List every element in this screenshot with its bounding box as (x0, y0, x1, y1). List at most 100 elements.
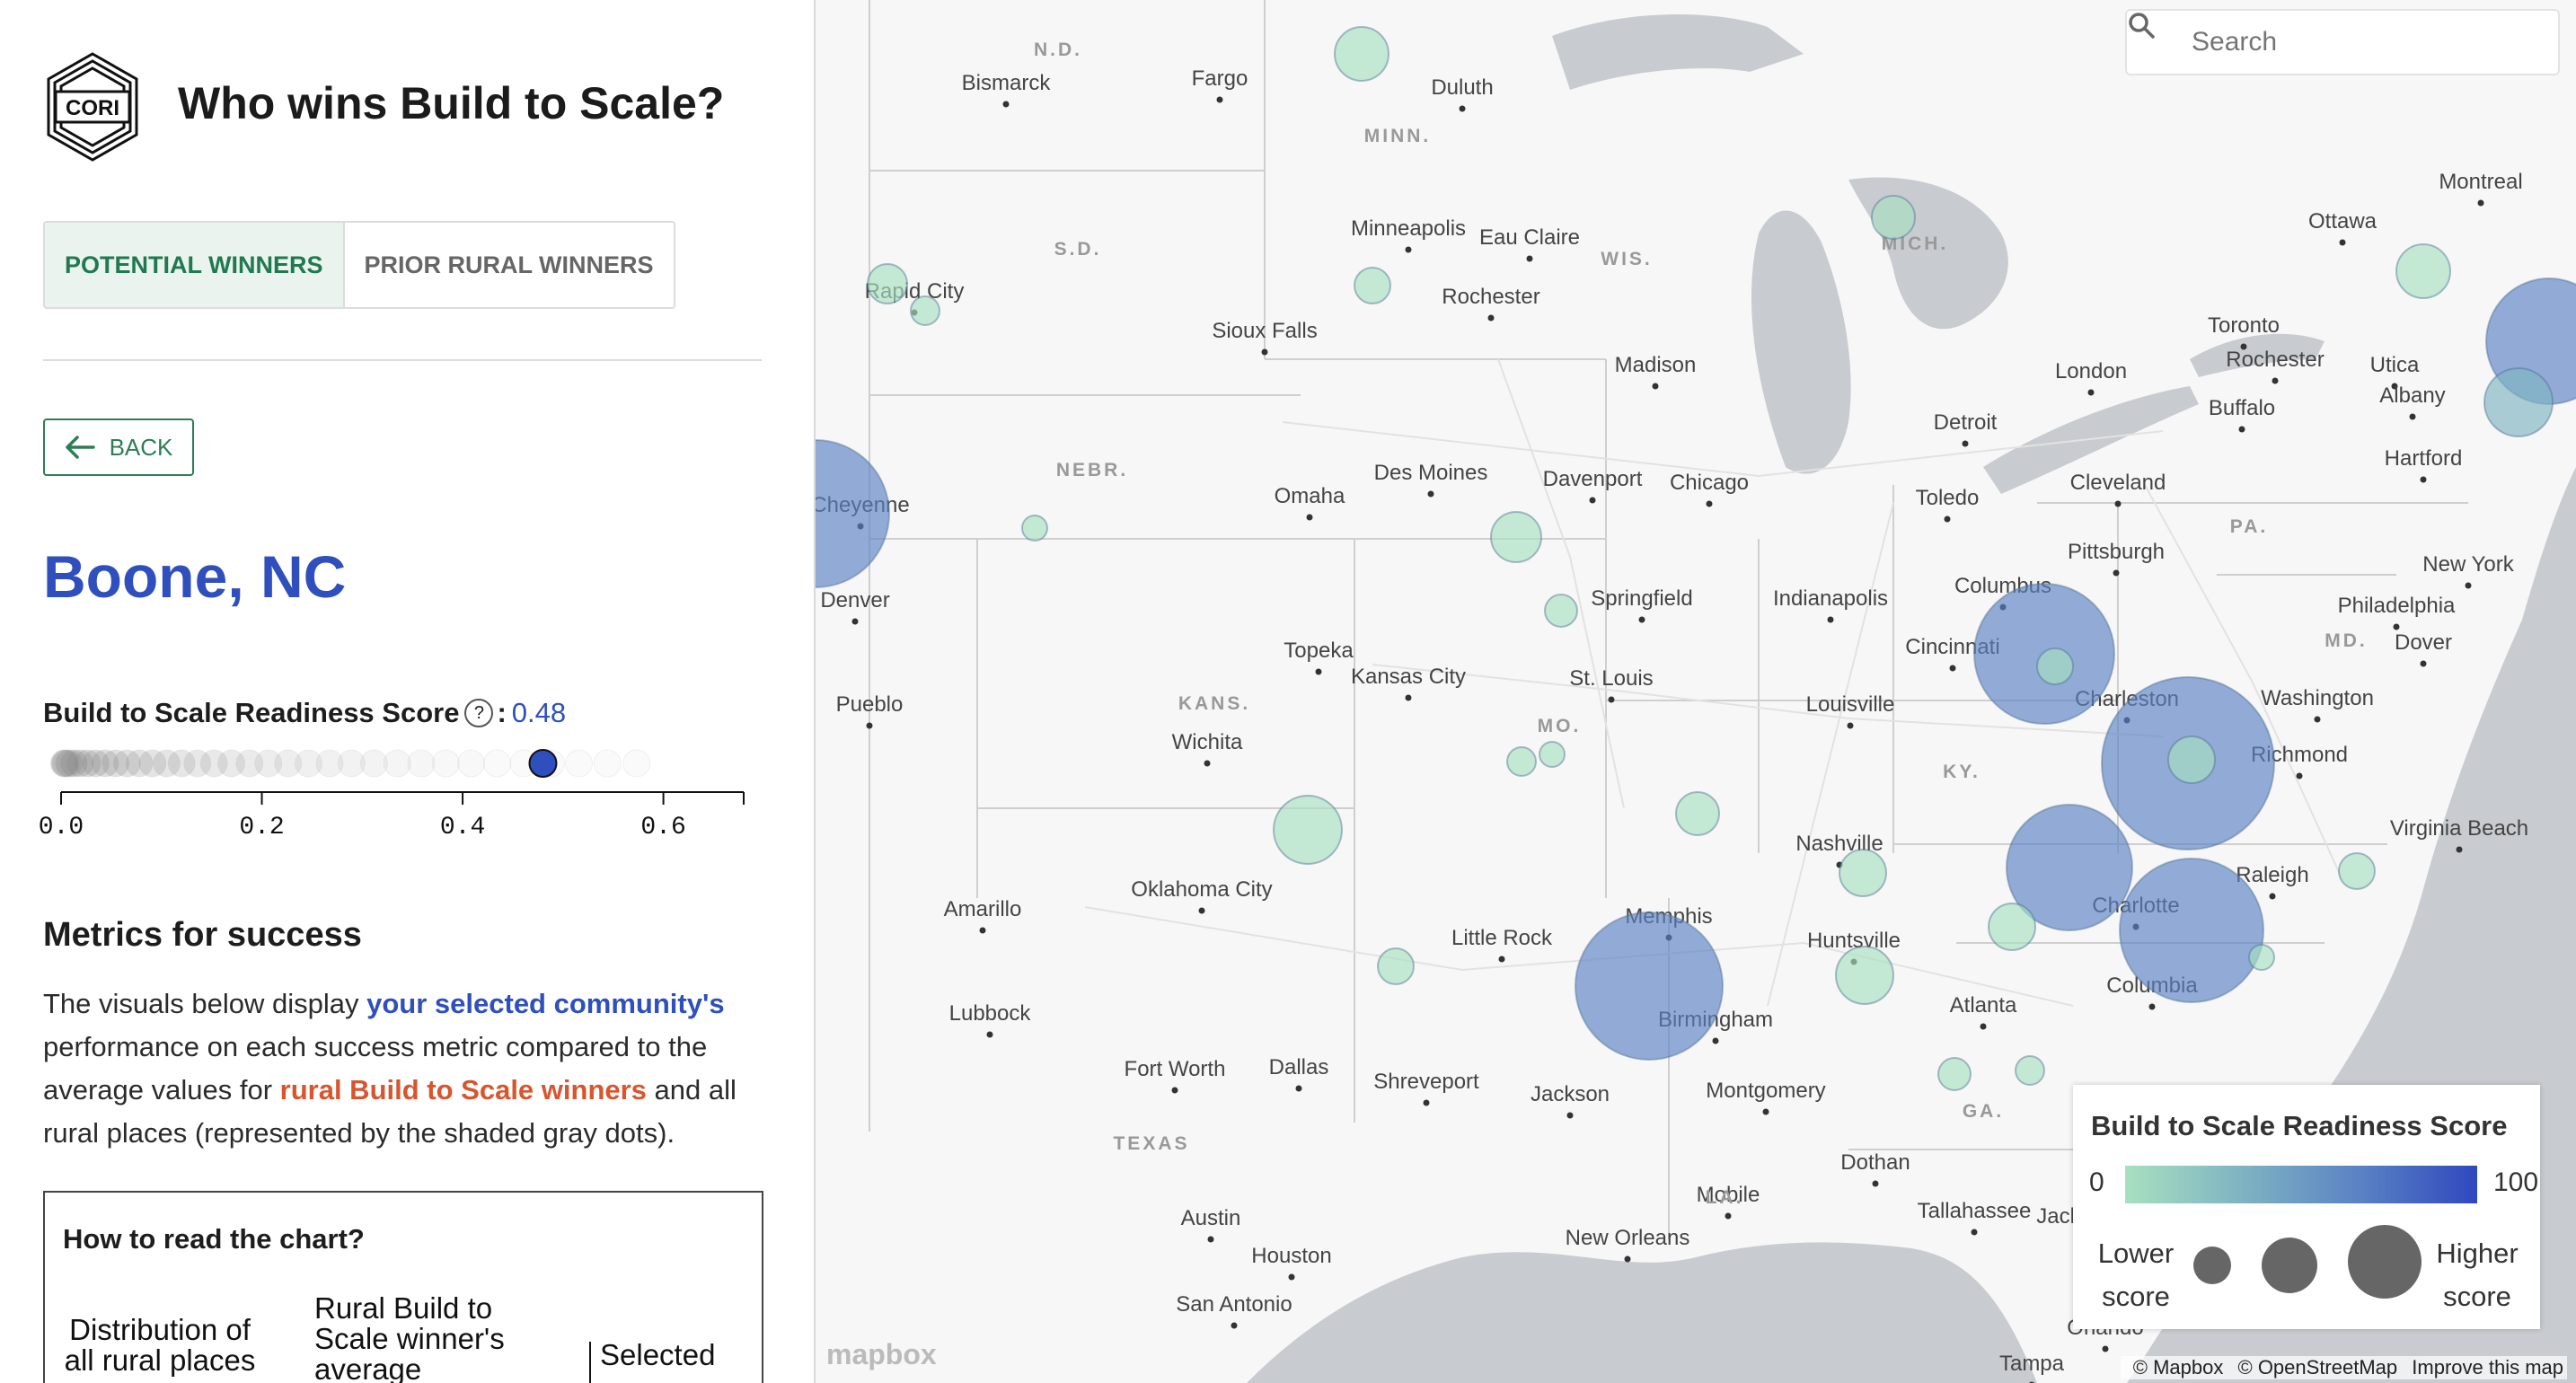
app-title: Who wins Build to Scale? (178, 78, 725, 128)
city-label: St. Louis (1569, 666, 1653, 691)
lake-erie (1983, 386, 2199, 494)
legend-lower-score: Lower score (2097, 1238, 2175, 1312)
distribution-label: Distribution of all rural places (64, 1313, 256, 1377)
search-box[interactable] (2127, 11, 2558, 74)
selected-place-label: Selected place (600, 1340, 716, 1372)
place-bubble[interactable] (1334, 26, 1389, 82)
city-dot (866, 722, 873, 729)
place-bubble[interactable] (2248, 944, 2275, 971)
city-label: Dallas (1269, 1055, 1329, 1079)
city-dot (1980, 1023, 1987, 1030)
city-label: Tampa (1999, 1352, 2065, 1376)
place-bubble[interactable] (1377, 947, 1415, 985)
city-dot (2114, 500, 2122, 507)
city-label: Utica (2370, 353, 2420, 377)
metrics-text-2: performance on each success metric compa… (43, 1031, 708, 1106)
city-dot (2391, 383, 2398, 390)
place-bubble[interactable] (1988, 903, 2036, 951)
city-dot (1608, 696, 1615, 703)
city-dot (979, 927, 986, 934)
place-bubble[interactable] (1575, 912, 1724, 1061)
place-bubble[interactable] (1273, 795, 1343, 865)
distribution-dot (431, 749, 460, 778)
city-dot (2148, 1003, 2156, 1010)
city-dot (851, 618, 859, 625)
place-bubble[interactable] (867, 263, 908, 304)
city-label: Cleveland (2070, 471, 2166, 495)
city-label: Pueblo (836, 692, 904, 717)
metrics-heading: Metrics for success (43, 916, 362, 954)
city-dot (1216, 96, 1223, 103)
divider (43, 359, 762, 361)
state-label: MO. (1538, 716, 1582, 736)
osm-attribution-link[interactable]: © OpenStreetMap (2237, 1356, 2398, 1379)
place-bubble[interactable] (816, 439, 890, 588)
score-label: Build to Scale Readiness Score (43, 697, 460, 728)
city-dot (1231, 1322, 1238, 1329)
city-dot (2339, 239, 2346, 246)
legend-color-scale (2125, 1166, 2477, 1203)
tab-potential-winners[interactable]: POTENTIAL WINNERS (45, 223, 345, 307)
back-button[interactable]: BACK (43, 418, 194, 476)
city-dot (1566, 1112, 1574, 1119)
search-input[interactable] (2190, 26, 2535, 58)
place-bubble[interactable] (1871, 195, 1916, 240)
place-bubble[interactable] (1937, 1057, 1972, 1091)
city-label: Atlanta (1950, 993, 2017, 1017)
city-label: Minneapolis (1351, 216, 1466, 241)
how-to-read-title: How to read the chart? (63, 1223, 365, 1255)
city-label: Austin (1181, 1206, 1241, 1230)
place-bubble[interactable] (910, 295, 940, 326)
distribution-dot (73, 749, 101, 778)
city-label: Eau Claire (1479, 225, 1580, 250)
place-bubble[interactable] (1021, 515, 1048, 542)
legend-title: Build to Scale Readiness Score (2091, 1110, 2508, 1141)
help-icon[interactable]: ? (464, 699, 494, 727)
city-label: Buffalo (2209, 396, 2275, 420)
place-bubble[interactable] (2006, 804, 2133, 931)
svg-text:CORI: CORI (66, 96, 119, 120)
legend-small-circle (2193, 1246, 2231, 1284)
place-bubble[interactable] (1675, 791, 1720, 836)
score-axis-tick-label: 0.0 (39, 814, 84, 841)
city-dot (1487, 314, 1495, 322)
place-bubble[interactable] (2483, 367, 2554, 437)
place-bubble[interactable] (2167, 736, 2216, 784)
place-bubble[interactable] (2395, 243, 2451, 299)
city-dot (1405, 246, 1412, 253)
metrics-description: The visuals below display your selected … (43, 982, 762, 1155)
city-label: Chicago (1670, 471, 1749, 495)
distribution-dot (254, 749, 283, 778)
city-label: Louisville (1806, 692, 1895, 717)
city-label: Fargo (1192, 66, 1248, 91)
place-bubble[interactable] (1835, 946, 1894, 1005)
place-bubble[interactable] (2015, 1055, 2045, 1086)
distribution-dot (167, 749, 196, 778)
state-label: N.D. (1034, 40, 1082, 60)
mapbox-logo[interactable]: mapbox (826, 1338, 937, 1370)
place-bubble[interactable] (1839, 849, 1887, 897)
mapbox-attribution-link[interactable]: © Mapbox (2132, 1356, 2224, 1379)
place-bubble[interactable] (1354, 267, 1391, 304)
city-label: Raleigh (2236, 863, 2308, 887)
city-label: Washington (2261, 686, 2374, 710)
place-bubble[interactable] (1506, 746, 1537, 777)
improve-map-link[interactable]: Improve this map (2412, 1356, 2563, 1379)
city-dot (1405, 694, 1412, 701)
place-bubble[interactable] (2338, 852, 2376, 890)
city-dot (1315, 668, 1322, 675)
place-bubble[interactable] (1490, 511, 1542, 563)
selected-community-highlight: your selected community's (366, 988, 725, 1019)
place-bubble[interactable] (2119, 858, 2264, 1003)
distribution-dot (81, 749, 110, 778)
tab-prior-rural-winners[interactable]: PRIOR RURAL WINNERS (344, 223, 674, 307)
map[interactable]: Bismarck Fargo Duluth Minneapolis Eau Claire… (816, 0, 2576, 1383)
place-bubble[interactable] (1544, 594, 1578, 628)
place-bubble[interactable] (2036, 647, 2074, 685)
legend-higher-score: Higher score (2436, 1238, 2519, 1312)
city-label: Bismarck (962, 71, 1052, 95)
city-dot (2272, 377, 2279, 384)
place-bubble[interactable] (1539, 741, 1566, 768)
city-dot (1624, 1255, 1631, 1263)
city-dot (1306, 514, 1313, 521)
